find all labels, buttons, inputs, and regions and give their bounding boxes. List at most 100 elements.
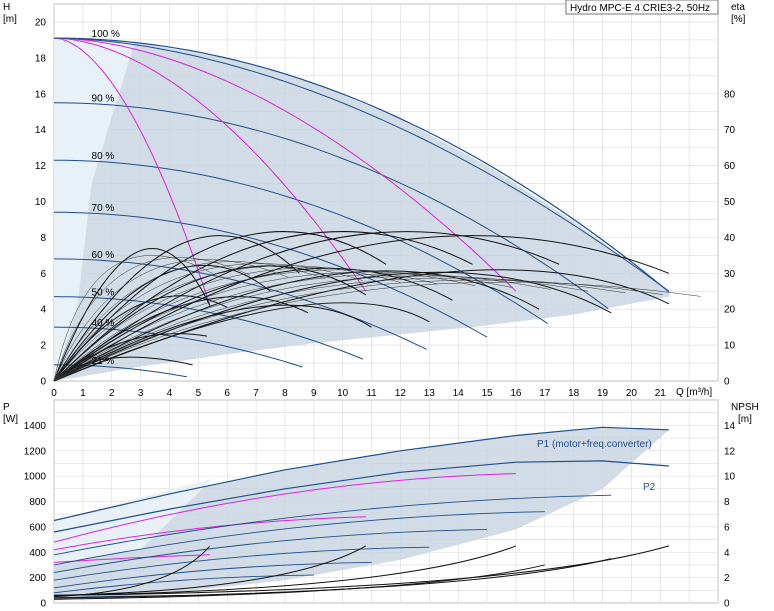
speed-label: 40 % [92,318,115,329]
efficiency-fan-line [53,255,213,382]
efficiency-curve [53,248,211,382]
x-tick-label: 5 [196,388,202,399]
system-curve [53,37,670,292]
max-speed-curve [53,37,670,293]
x-tick-label: 6 [224,388,230,399]
speed-power-curve [53,511,545,566]
x-tick-label: 16 [510,388,522,399]
efficiency-curve [53,270,540,382]
speed-label: 70 % [92,203,115,214]
p2-curve [53,460,669,533]
top-left-axis-unit: [m] [3,14,17,25]
efficiency-curve [53,304,372,382]
efficiency-curve [53,235,670,382]
y2-tick-label: 0 [724,377,730,388]
y2-tick-label: 40 [724,233,736,244]
efficiency-curve [53,296,309,382]
x-tick-label: 14 [453,388,465,399]
npsh-curve [53,545,670,596]
x-tick-label: 9 [311,388,317,399]
chart-title: Hydro MPC-E 4 CRIE3-2, 50Hz [570,3,710,14]
x-tick-label: 18 [568,388,580,399]
speed-label: 90 % [92,94,115,105]
system-curve [53,37,367,292]
top-right-axis-unit: [%] [731,14,746,25]
y2-tick-label: 60 [724,161,736,172]
y2-tick-label: 6 [724,522,730,533]
y2-tick-label: 70 [724,125,736,136]
y2-tick-label: 10 [724,341,736,352]
y-tick-label: 0 [40,599,46,610]
speed-power-curve [53,546,430,581]
npsh-curve [53,564,545,600]
efficiency-fan-line [53,275,589,382]
y-tick-label: 0 [40,377,46,388]
efficiency-curve [53,333,208,382]
npsh-curve [53,545,517,596]
y-tick-label: 2 [40,341,46,352]
speed-label: 60 % [92,250,115,261]
npsh-curve [53,558,612,599]
y2-tick-label: 0 [724,599,730,610]
bottom-envelope [54,427,669,601]
speed-curve [53,102,609,310]
system-power-curve [53,473,516,543]
y-tick-label: 1400 [24,421,47,432]
speed-curve [53,296,364,360]
y-tick-label: 8 [40,233,46,244]
y2-tick-label: 80 [724,89,736,100]
power-low-flow-region [54,478,213,565]
y2-tick-label: 20 [724,305,736,316]
efficiency-curve [53,271,612,382]
efficiency-curve [53,302,430,382]
top-left-axis-title: H [3,2,10,13]
bottom-left-axis-unit: [W] [3,414,18,425]
y2-tick-label: 50 [724,197,736,208]
speed-curve [53,159,548,325]
x-tick-label: 2 [109,388,115,399]
efficiency-fan-line [53,257,251,382]
y2-tick-label: 12 [724,446,736,457]
speed-label: 50 % [92,288,115,299]
speed-power-curve [53,494,612,556]
y-tick-label: 12 [35,161,47,172]
x-tick-label: 17 [539,388,551,399]
efficiency-curve [53,231,560,382]
system-power-curve [53,516,366,551]
speed-curve [53,211,488,338]
efficiency-curve [53,231,473,382]
title-box [565,0,719,15]
x-tick-label: 8 [282,388,288,399]
bottom-left-axis-title: P [3,402,10,413]
y2-tick-label: 4 [724,548,730,559]
top-right-axis-title: eta [731,2,745,13]
speed-label: 21 % [92,356,115,367]
power-envelope [54,427,669,601]
y-tick-label: 200 [29,573,46,584]
operating-envelope [54,38,669,381]
y-tick-label: 1000 [24,472,47,483]
x-tick-label: 12 [395,388,407,399]
system-curve [53,37,517,292]
efficiency-curve [53,267,453,382]
y-tick-label: 16 [35,89,47,100]
y2-tick-label: 8 [724,497,730,508]
y-tick-label: 10 [35,197,47,208]
x-tick-label: 3 [138,388,144,399]
y-tick-label: 6 [40,269,46,280]
y-tick-label: 800 [29,497,46,508]
efficiency-curve [53,235,300,382]
efficiency-fan-line [53,259,288,382]
y-tick-label: 14 [35,125,47,136]
y2-tick-label: 30 [724,269,736,280]
y-tick-label: 20 [35,17,47,28]
bottom-curves [53,426,670,600]
bottom-right-axis-unit: [m] [738,414,752,425]
speed-power-curve [53,528,488,573]
y-tick-label: 1200 [24,446,47,457]
top-curves [53,37,701,382]
y-tick-label: 4 [40,305,46,316]
x-tick-label: 0 [51,388,57,399]
efficiency-fan-line [53,281,701,382]
efficiency-fan-line [53,273,551,382]
